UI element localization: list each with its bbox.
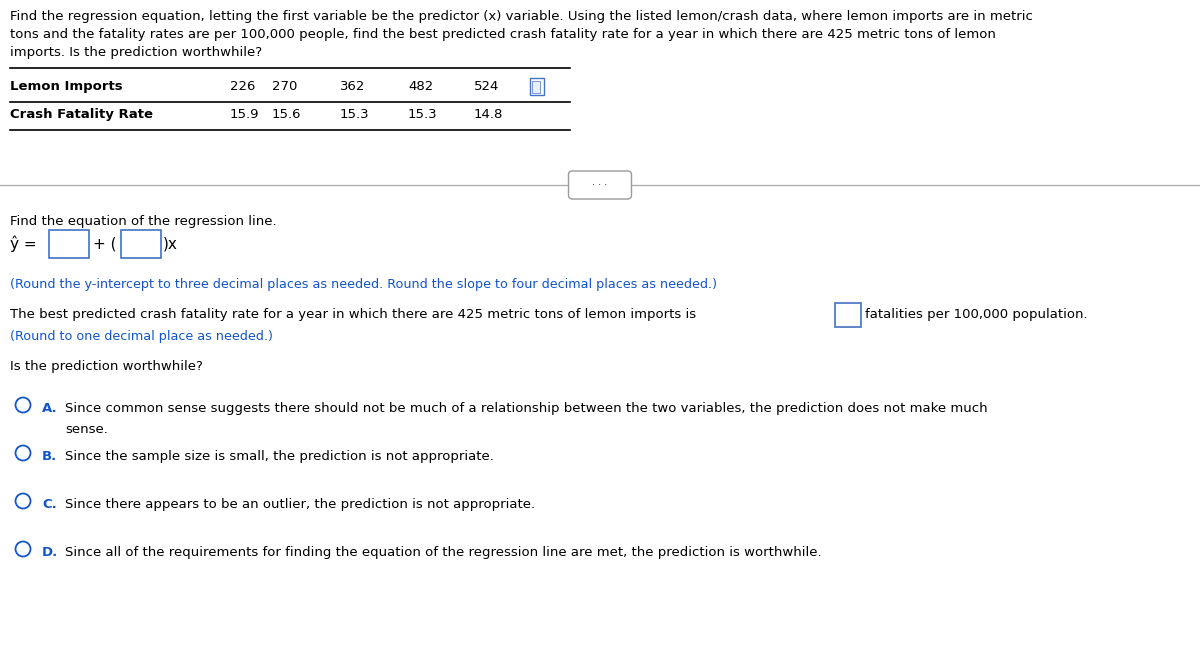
FancyBboxPatch shape [569,171,631,199]
Text: fatalities per 100,000 population.: fatalities per 100,000 population. [865,308,1087,321]
Text: Since common sense suggests there should not be much of a relationship between t: Since common sense suggests there should… [65,402,988,415]
FancyBboxPatch shape [835,303,862,327]
Text: Lemon Imports: Lemon Imports [10,80,122,93]
Text: 270: 270 [272,80,298,93]
Text: ŷ =: ŷ = [10,236,37,252]
Text: 482: 482 [408,80,433,93]
Text: 15.6: 15.6 [272,108,301,121]
Text: B.: B. [42,450,58,463]
FancyBboxPatch shape [532,80,540,93]
Text: sense.: sense. [65,423,108,436]
Text: The best predicted crash fatality rate for a year in which there are 425 metric : The best predicted crash fatality rate f… [10,308,696,321]
Text: Is the prediction worthwhile?: Is the prediction worthwhile? [10,360,203,373]
Text: 15.9: 15.9 [230,108,259,121]
Text: Since the sample size is small, the prediction is not appropriate.: Since the sample size is small, the pred… [65,450,494,463]
Text: 362: 362 [340,80,365,93]
Text: Find the regression equation, letting the first variable be the predictor (x) va: Find the regression equation, letting th… [10,10,1033,23]
Text: · · ·: · · · [593,180,607,190]
Text: D.: D. [42,546,59,559]
FancyBboxPatch shape [49,230,89,258]
Text: 14.8: 14.8 [474,108,503,121]
Text: + (: + ( [94,237,116,252]
Text: 15.3: 15.3 [340,108,370,121]
Text: imports. Is the prediction worthwhile?: imports. Is the prediction worthwhile? [10,46,262,59]
Text: 524: 524 [474,80,499,93]
Text: Since there appears to be an outlier, the prediction is not appropriate.: Since there appears to be an outlier, th… [65,498,535,511]
Text: Find the equation of the regression line.: Find the equation of the regression line… [10,215,277,228]
FancyBboxPatch shape [529,78,544,94]
Text: )x: )x [163,237,178,252]
Text: Crash Fatality Rate: Crash Fatality Rate [10,108,154,121]
FancyBboxPatch shape [121,230,161,258]
Text: 226: 226 [230,80,256,93]
Text: (Round to one decimal place as needed.): (Round to one decimal place as needed.) [10,330,272,343]
Text: A.: A. [42,402,58,415]
Text: tons and the fatality rates are per 100,000 people, find the best predicted cras: tons and the fatality rates are per 100,… [10,28,996,41]
Text: C.: C. [42,498,56,511]
Text: Since all of the requirements for finding the equation of the regression line ar: Since all of the requirements for findin… [65,546,822,559]
Text: 15.3: 15.3 [408,108,438,121]
Text: (Round the y-intercept to three decimal places as needed. Round the slope to fou: (Round the y-intercept to three decimal … [10,278,718,291]
